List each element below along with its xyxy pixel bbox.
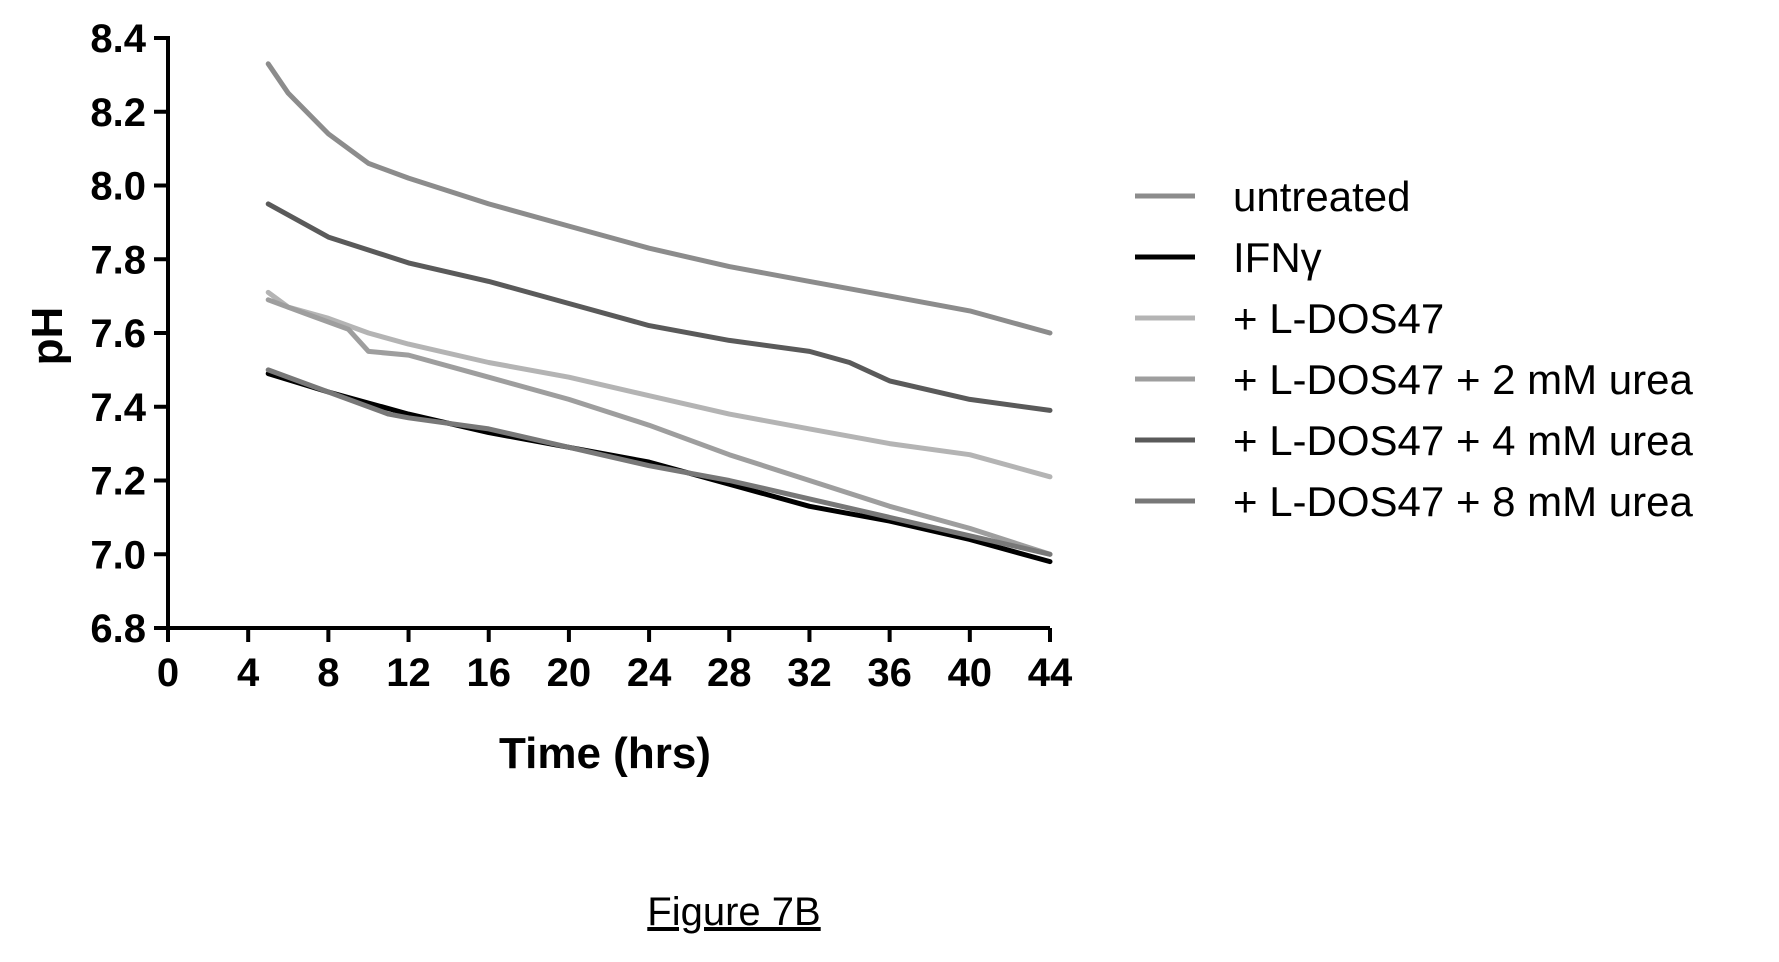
y-tick-label: 8.0 xyxy=(90,165,146,209)
x-tick-label: 24 xyxy=(627,651,672,695)
series-line-2 xyxy=(265,371,1053,565)
x-tick-label: 32 xyxy=(787,651,832,695)
y-tick-label: 7.0 xyxy=(90,533,146,577)
legend-label: untreated xyxy=(1233,173,1410,220)
y-axis-title: pH xyxy=(23,307,72,366)
x-tick-label: 44 xyxy=(1028,651,1073,695)
plot-lines xyxy=(265,61,1053,565)
series-line-6 xyxy=(265,367,1053,557)
x-tick-label: 40 xyxy=(948,651,993,695)
y-tick-label: 8.2 xyxy=(90,91,146,135)
legend-label: + L-DOS47 xyxy=(1233,295,1444,342)
series-line-5 xyxy=(265,201,1053,413)
y-tick-label: 7.8 xyxy=(90,238,146,282)
y-tick-label: 7.6 xyxy=(90,312,146,356)
x-tick-label: 4 xyxy=(237,651,260,695)
x-tick-label: 16 xyxy=(466,651,511,695)
y-tick-label: 6.8 xyxy=(90,607,146,651)
x-tick-label: 36 xyxy=(867,651,912,695)
y-tick-label: 7.2 xyxy=(90,460,146,504)
legend-label: + L-DOS47 + 2 mM urea xyxy=(1233,356,1694,403)
x-tick-label: 8 xyxy=(317,651,339,695)
y-tick-label: 8.4 xyxy=(90,17,146,61)
series-line-3 xyxy=(265,289,1053,480)
axes: 6.8 7.0 7.2 7.4 7.6 7.8 8.0 8.2 8.4 0 4 8 12 16 20 24 28… xyxy=(90,17,1073,695)
x-tick-label: 12 xyxy=(386,651,431,695)
legend-label: + L-DOS47 + 4 mM urea xyxy=(1233,417,1694,464)
legend-label: IFNγ xyxy=(1233,234,1322,281)
x-axis-title: Time (hrs) xyxy=(499,729,711,778)
y-tick-label: 7.4 xyxy=(90,386,146,430)
legend: untreated IFNγ + L-DOS47 + L-DOS47 + 2 mM u… xyxy=(1135,173,1694,525)
legend-label: + L-DOS47 + 8 mM urea xyxy=(1233,478,1694,525)
x-tick-label: 20 xyxy=(547,651,592,695)
series-line-1 xyxy=(265,61,1053,336)
figure-caption: Figure 7B xyxy=(647,890,821,934)
x-tick-label: 28 xyxy=(707,651,752,695)
series-line-4 xyxy=(265,297,1053,557)
x-tick-label: 0 xyxy=(157,651,179,695)
